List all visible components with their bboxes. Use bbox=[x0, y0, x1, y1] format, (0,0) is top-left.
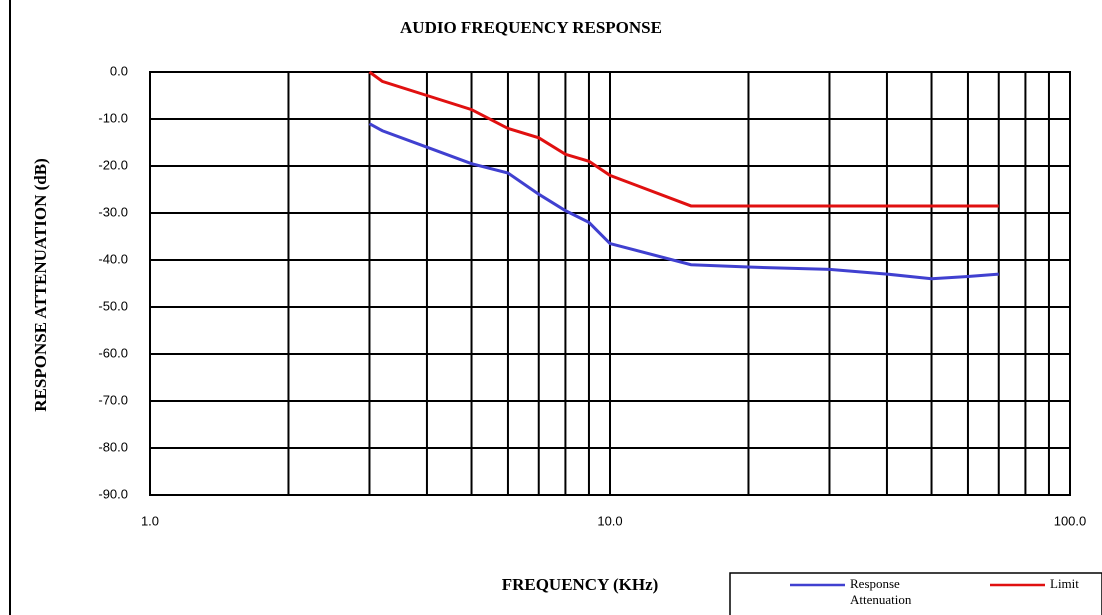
y-tick-label: -90.0 bbox=[98, 486, 128, 501]
legend-label: Response Attenuation bbox=[850, 576, 912, 607]
legend-label-line: Attenuation bbox=[850, 592, 912, 607]
data-line bbox=[368, 70, 999, 208]
y-tick-label: 0.0 bbox=[110, 63, 128, 78]
x-tick-label: 1.0 bbox=[141, 513, 159, 528]
y-tick-label: -10.0 bbox=[98, 110, 128, 125]
y-axis-label: RESPONSE ATTENUATION (dB) bbox=[31, 158, 50, 411]
y-tick-label: -80.0 bbox=[98, 439, 128, 454]
legend-box bbox=[729, 572, 1102, 615]
y-tick-label: -40.0 bbox=[98, 251, 128, 266]
x-tick-label: 10.0 bbox=[597, 513, 622, 528]
frame bbox=[9, 0, 11, 615]
y-tick-label: -50.0 bbox=[98, 298, 128, 313]
legend-label-line: Response bbox=[850, 576, 900, 591]
y-tick-label: -60.0 bbox=[98, 345, 128, 360]
legend-label: Response Attenuation bbox=[850, 576, 912, 607]
x-axis-label: FREQUENCY (KHz) bbox=[502, 575, 659, 594]
y-tick-label: -30.0 bbox=[98, 204, 128, 219]
plot-border bbox=[149, 71, 1071, 496]
y-tick-label: -20.0 bbox=[98, 157, 128, 172]
chart-title: AUDIO FREQUENCY RESPONSE bbox=[400, 18, 662, 37]
data-line bbox=[368, 122, 999, 281]
y-tick-label: -70.0 bbox=[98, 392, 128, 407]
x-tick-label: 100.0 bbox=[1054, 513, 1087, 528]
legend-label: Limit bbox=[1050, 576, 1079, 591]
